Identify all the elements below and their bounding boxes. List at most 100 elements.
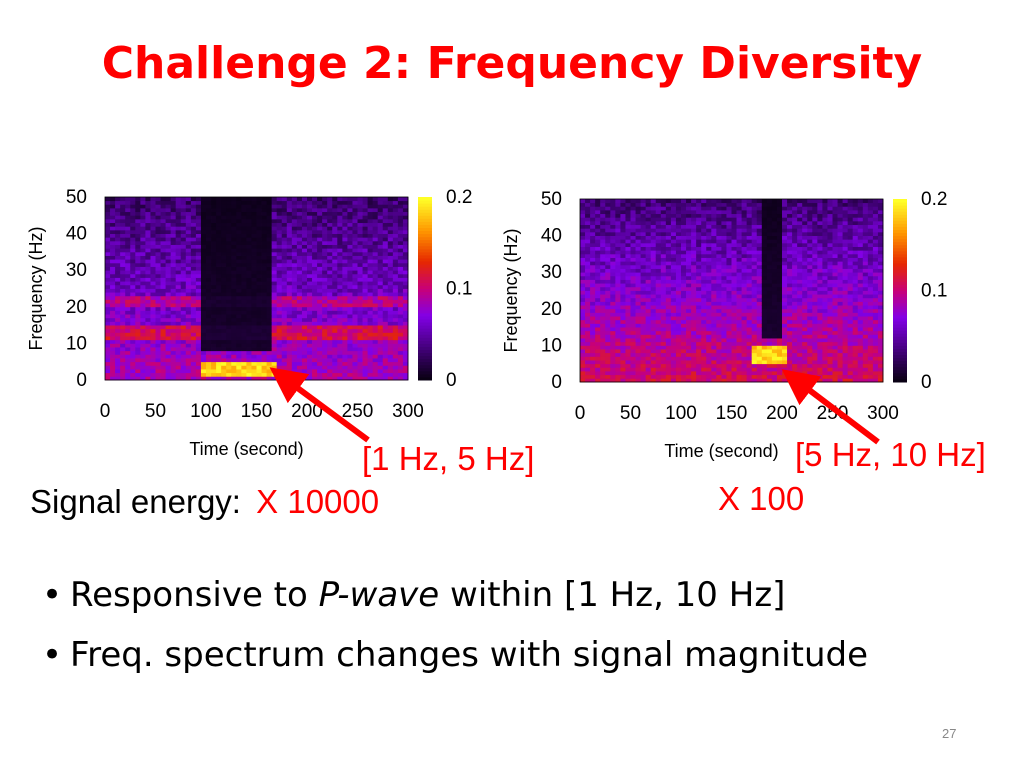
- heatmap-cell: [357, 369, 363, 374]
- heatmap-cell: [281, 281, 288, 286]
- heatmap-cell: [231, 332, 237, 337]
- heatmap-cell: [595, 352, 601, 357]
- heatmap-cell: [256, 255, 262, 260]
- heatmap-cell: [301, 321, 308, 326]
- heatmap-cell: [585, 297, 591, 302]
- heatmap-cell: [372, 281, 379, 286]
- heatmap-cell: [221, 277, 227, 282]
- heatmap-cell: [307, 204, 313, 209]
- heatmap-cell: [221, 350, 227, 355]
- heatmap-cell: [155, 222, 161, 227]
- heatmap-cell: [160, 339, 166, 344]
- heatmap-cell: [362, 211, 368, 216]
- heatmap-cell: [281, 321, 288, 326]
- heatmap-cell: [771, 213, 778, 218]
- heatmap-cell: [130, 211, 136, 216]
- heatmap-cell: [696, 349, 702, 354]
- heatmap-cell: [347, 350, 353, 355]
- heatmap-cell: [681, 356, 687, 361]
- heatmap-cell: [110, 295, 116, 300]
- heatmap-cell: [145, 240, 151, 245]
- heatmap-cell: [190, 281, 197, 286]
- heatmap-cell: [266, 207, 273, 213]
- heatmap-cell: [327, 321, 333, 326]
- heatmap-cell: [670, 374, 677, 379]
- heatmap-cell: [655, 374, 662, 379]
- heatmap-cell: [701, 378, 707, 383]
- heatmap-cell: [175, 365, 182, 370]
- heatmap-cell: [105, 321, 111, 326]
- heatmap-cell: [145, 354, 151, 359]
- heatmap-cell: [256, 248, 262, 253]
- heatmap-cell: [271, 270, 278, 275]
- heatmap-cell: [372, 273, 379, 278]
- heatmap-cell: [635, 220, 641, 226]
- heatmap-cell: [595, 246, 601, 251]
- heatmap-cell: [655, 330, 662, 335]
- heatmap-cell: [105, 273, 111, 278]
- heatmap-cell: [120, 350, 126, 355]
- heatmap-cell: [211, 229, 217, 234]
- heatmap-cell: [160, 347, 166, 352]
- heatmap-cell: [200, 361, 207, 366]
- heatmap-cell: [686, 268, 692, 273]
- heatmap-cell: [367, 281, 374, 286]
- heatmap-cell: [125, 229, 131, 234]
- heatmap-cell: [580, 378, 586, 383]
- heatmap-cell: [721, 250, 727, 255]
- heatmap-cell: [226, 339, 232, 344]
- heatmap-cell: [716, 220, 722, 226]
- heatmap-cell: [771, 352, 778, 357]
- heatmap-cell: [736, 316, 742, 321]
- heatmap-cell: [625, 250, 631, 255]
- heatmap-cell: [670, 279, 677, 284]
- heatmap-cell: [337, 211, 343, 216]
- heatmap-cell: [175, 303, 182, 308]
- heatmap-cell: [296, 270, 303, 275]
- heatmap-cell: [580, 220, 586, 226]
- heatmap-cell: [180, 299, 187, 304]
- heatmap-cell: [610, 374, 616, 379]
- heatmap-cell: [686, 330, 692, 335]
- heatmap-cell: [771, 209, 778, 215]
- heatmap-cell: [387, 211, 394, 216]
- heatmap-cell: [635, 239, 641, 244]
- heatmap-cell: [140, 321, 146, 326]
- heatmap-cell: [681, 363, 687, 368]
- heatmap-cell: [580, 275, 586, 280]
- heatmap-cell: [281, 339, 288, 344]
- heatmap-cell: [766, 319, 773, 324]
- heatmap-cell: [256, 354, 262, 359]
- heatmap-cell: [317, 303, 323, 308]
- heatmap-cell: [206, 215, 212, 220]
- heatmap-cell: [286, 259, 293, 264]
- heatmap-cell: [115, 222, 121, 227]
- heatmap-cell: [231, 299, 237, 304]
- heatmap-cell: [286, 273, 293, 278]
- heatmap-cell: [590, 199, 596, 204]
- heatmap-cell: [322, 277, 328, 282]
- heatmap-cell: [625, 341, 631, 346]
- heatmap-cell: [402, 270, 409, 275]
- heatmap-cell: [600, 330, 606, 335]
- heatmap-cell: [372, 244, 379, 249]
- heatmap-cell: [155, 310, 161, 315]
- heatmap-cell: [640, 217, 647, 222]
- heatmap-cell: [271, 284, 278, 289]
- heatmap-cell: [281, 244, 288, 249]
- heatmap-cell: [175, 336, 182, 341]
- heatmap-cell: [615, 275, 621, 280]
- heatmap-cell: [711, 294, 717, 299]
- heatmap-cell: [195, 354, 202, 359]
- heatmap-cell: [175, 372, 182, 377]
- heatmap-cell: [610, 308, 616, 313]
- heatmap-cell: [206, 251, 212, 256]
- heatmap-cell: [650, 279, 657, 284]
- heatmap-cell: [726, 330, 732, 335]
- heatmap-cell: [362, 281, 368, 286]
- heatmap-cell: [741, 374, 748, 379]
- heatmap-cell: [776, 341, 783, 346]
- heatmap-cell: [271, 262, 278, 267]
- heatmap-cell: [382, 369, 389, 374]
- heatmap-cell: [281, 347, 288, 352]
